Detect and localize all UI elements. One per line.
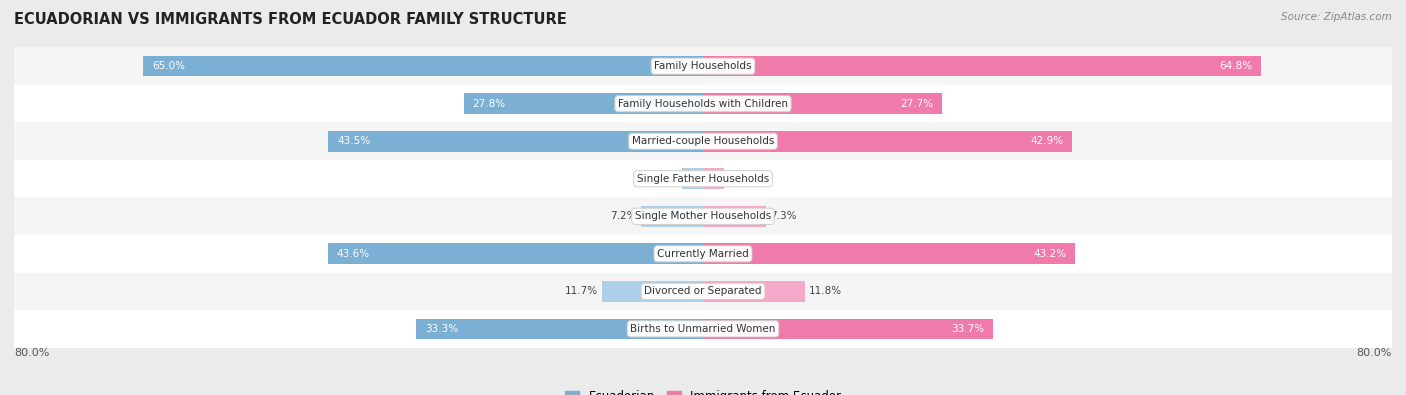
Bar	[703, 56, 1261, 77]
Bar	[14, 198, 1392, 235]
Text: 42.9%: 42.9%	[1031, 136, 1064, 146]
Text: 27.8%: 27.8%	[472, 99, 505, 109]
Bar	[641, 206, 703, 227]
Bar	[703, 168, 724, 189]
Text: Births to Unmarried Women: Births to Unmarried Women	[630, 324, 776, 334]
Text: 11.8%: 11.8%	[808, 286, 842, 296]
Bar	[14, 122, 1392, 160]
Text: ECUADORIAN VS IMMIGRANTS FROM ECUADOR FAMILY STRUCTURE: ECUADORIAN VS IMMIGRANTS FROM ECUADOR FA…	[14, 12, 567, 27]
Bar	[703, 281, 804, 302]
Bar	[703, 206, 766, 227]
Text: Source: ZipAtlas.com: Source: ZipAtlas.com	[1281, 12, 1392, 22]
Bar	[703, 93, 942, 114]
Bar	[143, 56, 703, 77]
Bar	[329, 131, 703, 152]
Text: Family Households with Children: Family Households with Children	[619, 99, 787, 109]
Text: 7.3%: 7.3%	[770, 211, 797, 221]
Text: 2.4%: 2.4%	[651, 174, 678, 184]
Text: 43.2%: 43.2%	[1033, 249, 1066, 259]
Bar	[14, 47, 1392, 85]
Bar	[464, 93, 703, 114]
Bar	[602, 281, 703, 302]
Bar	[14, 85, 1392, 122]
Bar	[703, 243, 1076, 264]
Text: Family Households: Family Households	[654, 61, 752, 71]
Text: Divorced or Separated: Divorced or Separated	[644, 286, 762, 296]
Text: 64.8%: 64.8%	[1219, 61, 1253, 71]
Text: 2.4%: 2.4%	[728, 174, 755, 184]
Text: 33.3%: 33.3%	[425, 324, 458, 334]
Bar	[14, 310, 1392, 348]
Bar	[416, 318, 703, 339]
Text: 80.0%: 80.0%	[14, 348, 49, 357]
Text: Married-couple Households: Married-couple Households	[631, 136, 775, 146]
Bar	[682, 168, 703, 189]
Bar	[703, 318, 993, 339]
Bar	[703, 131, 1073, 152]
Text: 27.7%: 27.7%	[900, 99, 934, 109]
Text: Currently Married: Currently Married	[657, 249, 749, 259]
Bar	[328, 243, 703, 264]
Bar	[14, 160, 1392, 198]
Bar	[14, 235, 1392, 273]
Text: Single Mother Households: Single Mother Households	[636, 211, 770, 221]
Text: 80.0%: 80.0%	[1357, 348, 1392, 357]
Bar	[14, 273, 1392, 310]
Text: 43.6%: 43.6%	[336, 249, 370, 259]
Legend: Ecuadorian, Immigrants from Ecuador: Ecuadorian, Immigrants from Ecuador	[560, 385, 846, 395]
Text: Single Father Households: Single Father Households	[637, 174, 769, 184]
Text: 33.7%: 33.7%	[952, 324, 984, 334]
Text: 65.0%: 65.0%	[152, 61, 184, 71]
Text: 43.5%: 43.5%	[337, 136, 370, 146]
Text: 11.7%: 11.7%	[565, 286, 598, 296]
Text: 7.2%: 7.2%	[610, 211, 637, 221]
